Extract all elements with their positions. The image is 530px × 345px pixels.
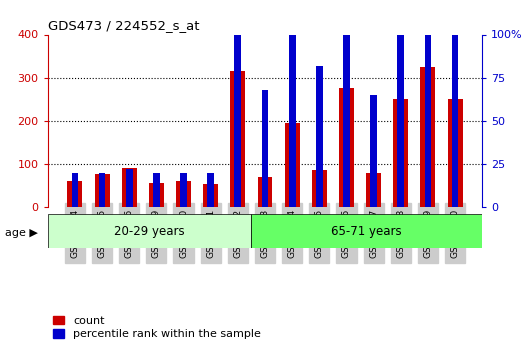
Bar xyxy=(420,67,435,207)
Legend: count, percentile rank within the sample: count, percentile rank within the sample xyxy=(53,316,261,339)
Bar xyxy=(231,71,245,207)
Bar xyxy=(176,181,191,207)
Bar xyxy=(316,66,323,207)
Bar xyxy=(180,172,187,207)
Bar xyxy=(234,0,241,207)
Text: GDS473 / 224552_s_at: GDS473 / 224552_s_at xyxy=(48,19,199,32)
Bar xyxy=(48,214,251,248)
Bar xyxy=(126,169,132,207)
Bar xyxy=(339,88,354,207)
Bar xyxy=(425,0,431,207)
Bar xyxy=(343,0,350,207)
Bar xyxy=(452,0,458,207)
Bar xyxy=(72,172,78,207)
Bar xyxy=(312,170,327,207)
Bar xyxy=(289,0,296,207)
Bar xyxy=(262,90,268,207)
Text: 20-29 years: 20-29 years xyxy=(114,225,184,238)
Bar xyxy=(398,0,404,207)
Bar xyxy=(207,172,214,207)
Bar xyxy=(122,168,137,207)
Bar xyxy=(149,183,164,207)
Bar xyxy=(370,95,377,207)
Bar xyxy=(258,177,272,207)
Bar xyxy=(448,99,463,207)
Bar xyxy=(67,181,82,207)
Text: age ▶: age ▶ xyxy=(5,228,38,238)
Bar xyxy=(95,174,110,207)
Bar xyxy=(99,172,105,207)
Bar xyxy=(366,172,381,207)
Bar xyxy=(285,123,299,207)
Bar xyxy=(203,184,218,207)
Bar xyxy=(393,99,408,207)
Bar xyxy=(153,172,160,207)
Bar xyxy=(251,214,482,248)
Text: 65-71 years: 65-71 years xyxy=(331,225,402,238)
